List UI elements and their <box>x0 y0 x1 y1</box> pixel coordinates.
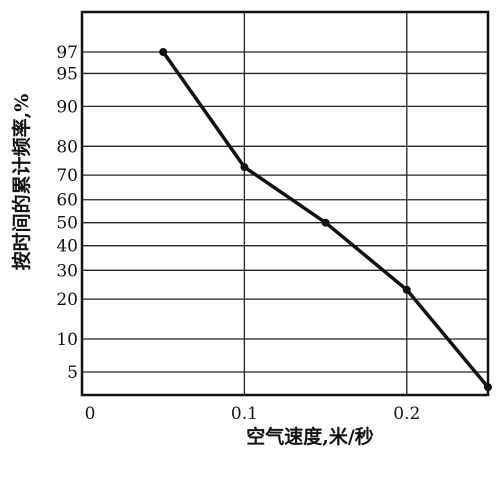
y-tick-label: 70 <box>56 166 78 186</box>
y-tick-label: 10 <box>56 330 78 350</box>
x-tick-label: 0.2 <box>393 404 420 424</box>
y-tick-label: 60 <box>56 191 78 211</box>
y-tick-label: 30 <box>56 261 78 281</box>
y-tick-label: 50 <box>56 214 78 234</box>
data-point <box>484 383 492 392</box>
y-tick-label: 97 <box>56 43 78 63</box>
data-point <box>240 163 249 172</box>
x-tick-label: 0.1 <box>231 404 258 424</box>
y-tick-label: 40 <box>56 237 78 257</box>
y-axis-label: 按时间的累计频率,% <box>10 94 33 271</box>
y-tick-label: 90 <box>56 97 78 117</box>
x-axis-ticks: 0 0.1 0.2 <box>85 404 421 424</box>
y-tick-label: 5 <box>67 363 78 383</box>
grid <box>82 12 488 395</box>
y-tick-label: 95 <box>56 64 78 84</box>
data-point <box>159 48 168 56</box>
data-series <box>159 48 492 392</box>
plot-frame <box>80 10 490 397</box>
data-point <box>402 285 411 294</box>
x-axis-label: 空气速度,米/秒 <box>246 425 374 448</box>
y-tick-label: 80 <box>56 137 78 157</box>
x-tick-label: 0 <box>85 404 96 424</box>
y-tick-label: 20 <box>56 290 78 310</box>
data-point <box>321 218 330 227</box>
